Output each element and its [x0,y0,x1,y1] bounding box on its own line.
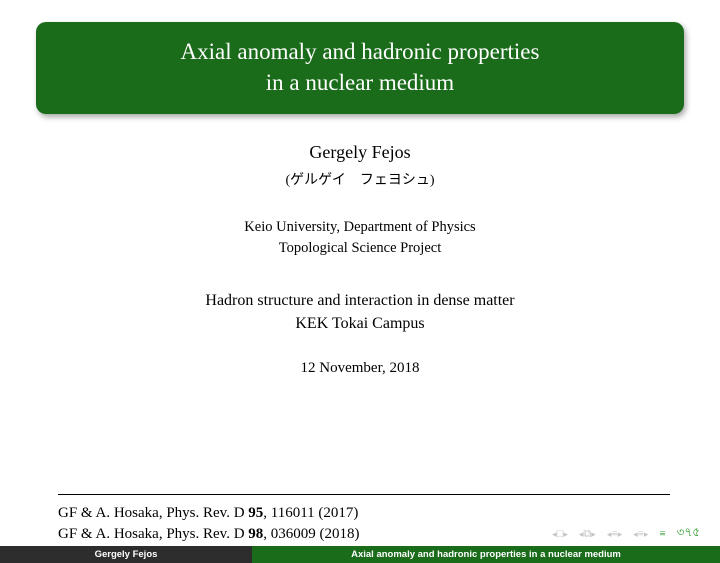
title-block: Axial anomaly and hadronic properties in… [36,22,684,114]
ref2-vol: 98 [248,526,263,542]
nav-back-icon[interactable]: ◂≡▸ [607,528,622,540]
author-block: Gergely Fejos (ゲルゲイ フェヨシュ) [0,142,720,189]
ref2-post: , 036009 (2018) [263,526,359,542]
footer-author: Gergely Fejos [0,546,252,563]
nav-search-icon[interactable]: ৩৭৫ [677,524,700,544]
title-line-2: in a nuclear medium [36,67,684,98]
author-name-jp: (ゲルゲイ フェヨシュ) [0,169,720,189]
affil-line-1: Keio University, Department of Physics [0,217,720,238]
affil-line-2: Topological Science Project [0,238,720,259]
venue-block: Hadron structure and interaction in dens… [0,289,720,335]
ref1-pre: GF & A. Hosaka, Phys. Rev. D [58,505,248,521]
affiliation-block: Keio University, Department of Physics T… [0,217,720,259]
venue-line-2: KEK Tokai Campus [0,312,720,335]
refs-divider [58,494,670,495]
footer-bar: Gergely Fejos Axial anomaly and hadronic… [0,546,720,563]
slide: Axial anomaly and hadronic properties in… [0,22,720,563]
nav-outline-icon[interactable]: ≡ [659,528,665,540]
footer-title: Axial anomaly and hadronic properties in… [252,546,720,563]
author-name: Gergely Fejos [0,142,720,163]
nav-icons: ◂□▸ ◂⧉▸ ◂≡▸ ◂≡▸ ≡ ৩৭৫ [552,524,700,544]
ref-1: GF & A. Hosaka, Phys. Rev. D 95, 116011 … [58,503,670,524]
ref1-post: , 116011 (2017) [263,505,358,521]
nav-first-icon[interactable]: ◂□▸ [552,528,568,540]
date: 12 November, 2018 [0,360,720,377]
title-line-1: Axial anomaly and hadronic properties [36,36,684,67]
ref2-pre: GF & A. Hosaka, Phys. Rev. D [58,526,248,542]
nav-fwd-icon[interactable]: ◂≡▸ [633,528,648,540]
nav-prev-icon[interactable]: ◂⧉▸ [579,528,596,541]
ref1-vol: 95 [248,505,263,521]
venue-line-1: Hadron structure and interaction in dens… [0,289,720,312]
